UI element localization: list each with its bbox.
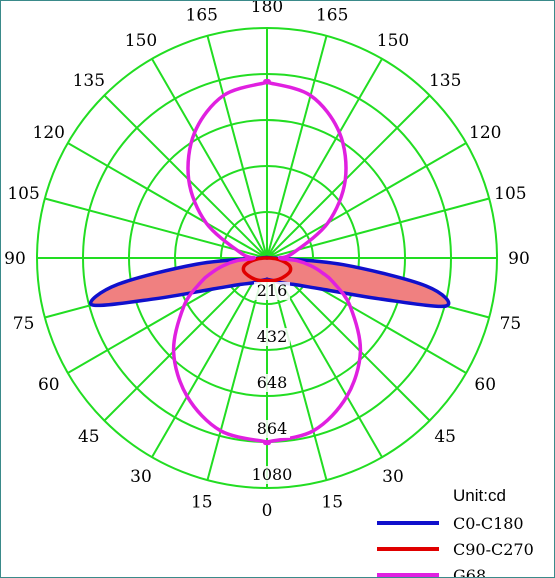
- legend-label-c90-c270: C90-C270: [453, 540, 534, 559]
- radial-tick-bg: [254, 328, 290, 346]
- angle-label-left: 45: [78, 427, 100, 447]
- series-fill-c90-c270: [243, 257, 291, 281]
- radial-tick-bg: [254, 374, 290, 392]
- angle-label-left: 0: [262, 501, 273, 521]
- angle-label-right: 165: [316, 6, 348, 26]
- unit-label: Unit:cd: [453, 486, 506, 505]
- legend-label-c0-c180: C0-C180: [453, 514, 524, 533]
- radial-tick-label: 432: [257, 327, 288, 346]
- legend: C0-C180 C90-C270 G68: [377, 514, 534, 577]
- angle-label-left: 15: [191, 492, 213, 512]
- angle-label-right: 90: [508, 249, 530, 269]
- angle-label-left: 150: [125, 31, 157, 51]
- series-line-c90-c270: [241, 256, 293, 283]
- angle-label-left: 180: [251, 1, 283, 17]
- angle-label-right: 150: [377, 31, 409, 51]
- angle-label-left: 75: [13, 314, 35, 334]
- angle-label-right: 75: [500, 314, 522, 334]
- angle-label-right: 120: [469, 123, 501, 143]
- legend-label-g68: G68: [453, 566, 486, 577]
- radial-tick-bg: [254, 420, 290, 438]
- angle-label-left: 135: [73, 71, 105, 91]
- series-line-g68: [171, 78, 363, 446]
- radial-tick-label: 864: [257, 419, 288, 438]
- angle-label-right: 45: [434, 427, 456, 447]
- radial-tick-label: 1080: [252, 465, 293, 484]
- angle-label-left: 120: [33, 123, 65, 143]
- radial-tick-label: 648: [257, 373, 288, 392]
- angle-label-right: 135: [429, 71, 461, 91]
- angle-labels: 0 15 30 45 60 75 90 105 120 135 150 165 180 15 30 45 60 7…: [4, 1, 530, 521]
- angle-label-left: 60: [38, 375, 60, 395]
- radial-tick-bg: [254, 282, 290, 300]
- series-layer: [88, 78, 451, 446]
- radial-tick-bg: [254, 466, 290, 484]
- radial-tick-labels: 216 432 648 864 1080: [252, 281, 293, 484]
- angle-label-left: 165: [186, 6, 218, 26]
- angle-label-right: 105: [494, 184, 526, 204]
- angle-label-right: 30: [382, 467, 404, 487]
- angle-label-right: 60: [474, 375, 496, 395]
- angle-label-left: 30: [130, 467, 152, 487]
- angle-label-right: 15: [321, 492, 343, 512]
- radial-tick-label: 216: [257, 281, 288, 300]
- angle-label-left: 90: [4, 249, 26, 269]
- angle-label-left: 105: [7, 184, 39, 204]
